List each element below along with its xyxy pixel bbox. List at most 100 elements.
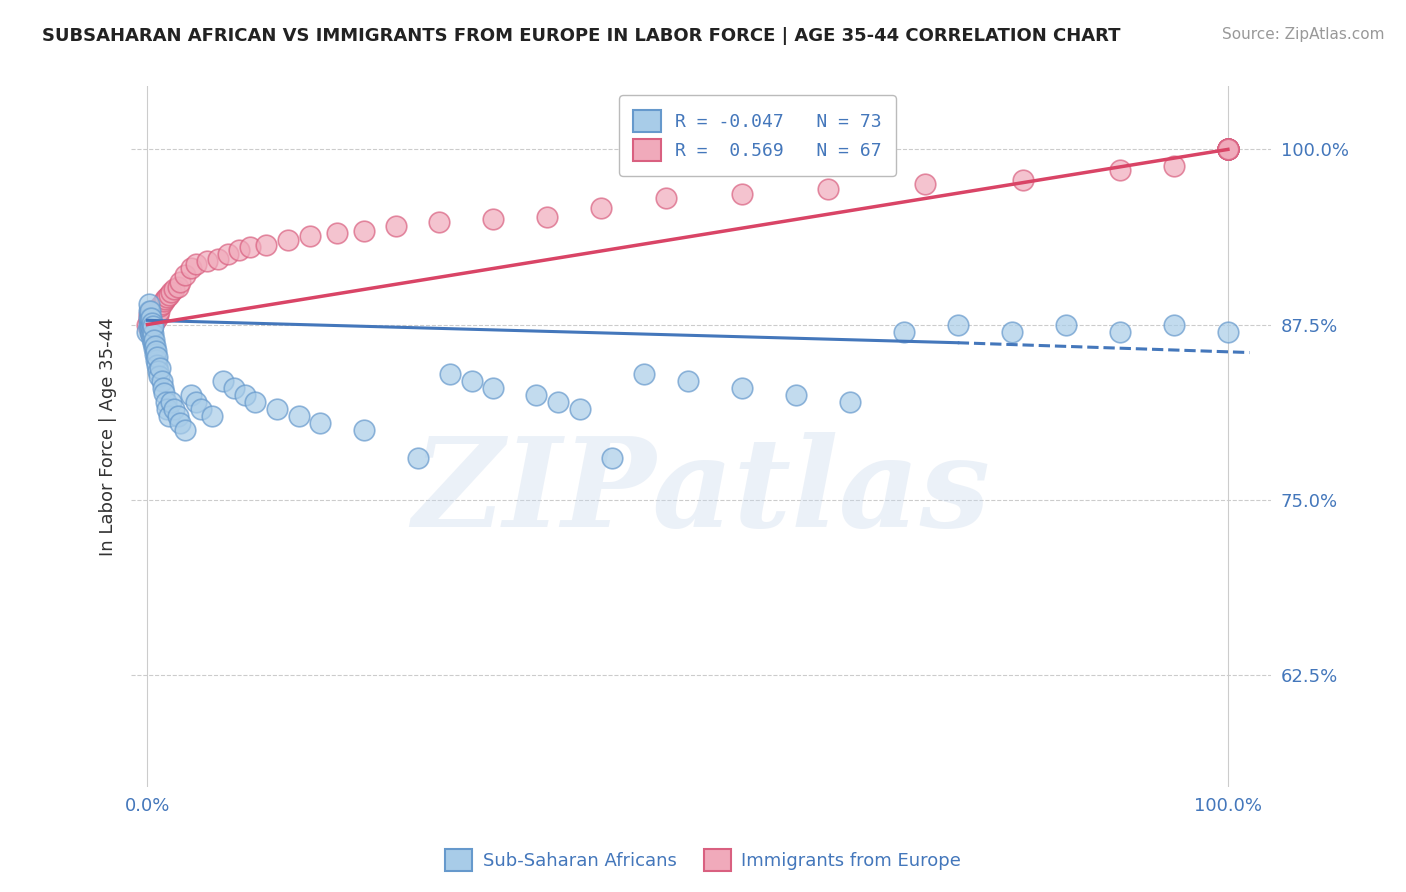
Point [1108,163,1130,178]
Point [138,322,160,336]
Point [148,364,170,378]
Point [156,289,179,303]
Point [298,229,321,244]
Point [143,347,166,361]
Point [427,215,450,229]
Text: ZIPatlas: ZIPatlas [412,432,990,553]
Point [163,283,186,297]
Point [838,394,860,409]
Point [138,310,160,325]
Point [150,296,173,310]
Point [142,309,165,323]
Point [195,254,218,268]
Point [353,224,375,238]
Point [145,344,167,359]
Point [731,380,754,394]
Point [266,401,288,416]
Text: Source: ZipAtlas.com: Source: ZipAtlas.com [1222,27,1385,42]
Point [157,409,180,423]
Point [138,296,160,310]
Point [138,318,160,332]
Point [138,306,160,320]
Point [139,310,162,325]
Point [239,240,262,254]
Point [1216,142,1239,156]
Point [139,316,162,330]
Point [156,401,179,416]
Point [406,450,429,465]
Point [138,318,160,332]
Point [1108,325,1130,339]
Point [136,325,159,339]
Point [145,352,167,367]
Point [1001,325,1024,339]
Point [174,268,197,283]
Point [201,409,224,423]
Legend: R = -0.047   N = 73, R =  0.569   N = 67: R = -0.047 N = 73, R = 0.569 N = 67 [619,95,896,176]
Point [1216,142,1239,156]
Point [1216,142,1239,156]
Legend: Sub-Saharan Africans, Immigrants from Europe: Sub-Saharan Africans, Immigrants from Eu… [437,842,969,879]
Point [218,247,240,261]
Point [163,401,186,416]
Point [142,305,165,319]
Y-axis label: In Labor Force | Age 35-44: In Labor Force | Age 35-44 [100,318,117,556]
Point [152,293,174,308]
Point [141,323,163,337]
Point [536,210,558,224]
Point [233,387,256,401]
Point [143,313,166,327]
Point [946,318,969,332]
Point [138,303,160,318]
Point [155,394,177,409]
Point [138,312,160,326]
Point [893,325,915,339]
Point [139,327,162,342]
Point [439,367,461,381]
Point [149,299,172,313]
Point [180,387,202,401]
Point [190,401,212,416]
Point [142,342,165,356]
Point [138,310,160,325]
Point [817,181,839,195]
Point [1216,142,1239,156]
Point [460,374,482,388]
Point [1216,325,1239,339]
Point [157,288,180,302]
Point [138,303,160,318]
Point [141,315,163,329]
Point [385,219,408,234]
Point [142,327,165,342]
Point [138,325,160,339]
Point [222,380,245,394]
Point [160,285,183,300]
Point [1216,142,1239,156]
Point [150,374,173,388]
Point [633,367,655,381]
Point [153,293,176,307]
Point [142,315,165,329]
Point [139,318,162,333]
Point [655,191,678,205]
Point [152,380,174,394]
Point [207,252,229,266]
Point [148,369,170,384]
Point [591,201,613,215]
Point [184,257,207,271]
Point [148,308,170,322]
Text: SUBSAHARAN AFRICAN VS IMMIGRANTS FROM EUROPE IN LABOR FORCE | AGE 35-44 CORRELAT: SUBSAHARAN AFRICAN VS IMMIGRANTS FROM EU… [42,27,1121,45]
Point [1216,142,1239,156]
Point [141,309,163,323]
Point [482,212,505,227]
Point [139,310,162,325]
Point [142,333,165,347]
Point [1054,318,1077,332]
Point [142,310,165,325]
Point [169,416,191,430]
Point [145,312,167,326]
Point [148,303,170,318]
Point [146,350,169,364]
Point [245,394,267,409]
Point [152,386,174,401]
